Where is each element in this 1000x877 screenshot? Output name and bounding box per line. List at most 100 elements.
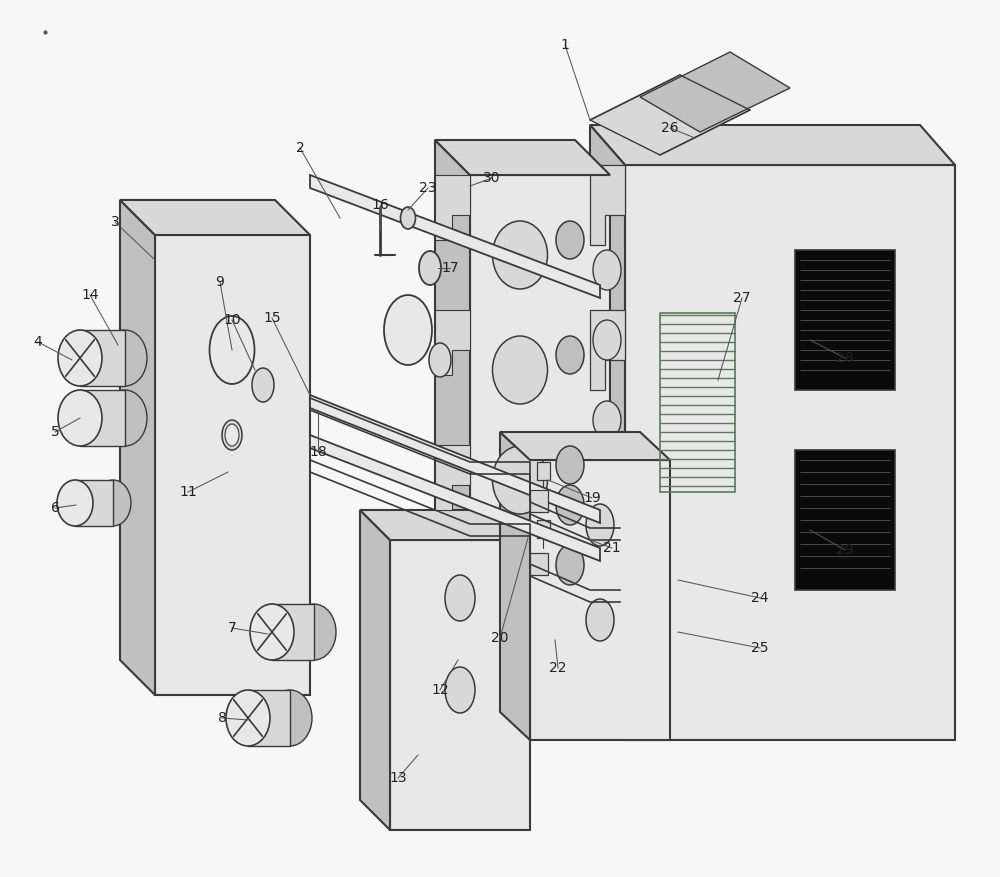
Text: 3: 3 xyxy=(111,215,119,229)
Text: 20: 20 xyxy=(491,631,509,645)
Polygon shape xyxy=(120,200,310,235)
Ellipse shape xyxy=(492,221,548,289)
Polygon shape xyxy=(435,140,610,175)
Polygon shape xyxy=(390,540,530,830)
Polygon shape xyxy=(530,553,548,575)
Text: 23: 23 xyxy=(419,181,437,195)
Polygon shape xyxy=(640,52,790,132)
Text: 16: 16 xyxy=(371,198,389,212)
Polygon shape xyxy=(537,462,550,480)
Text: 11: 11 xyxy=(179,485,197,499)
Text: 14: 14 xyxy=(81,288,99,302)
Ellipse shape xyxy=(556,545,584,585)
Text: 28: 28 xyxy=(836,351,854,365)
Polygon shape xyxy=(272,604,314,660)
Ellipse shape xyxy=(556,336,584,374)
Text: 24: 24 xyxy=(751,591,769,605)
Ellipse shape xyxy=(593,320,621,360)
Polygon shape xyxy=(500,432,670,460)
Polygon shape xyxy=(310,395,600,523)
Polygon shape xyxy=(590,125,625,740)
Ellipse shape xyxy=(103,330,147,386)
Ellipse shape xyxy=(586,504,614,546)
Polygon shape xyxy=(435,445,470,510)
Polygon shape xyxy=(590,75,750,155)
Ellipse shape xyxy=(593,250,621,290)
Ellipse shape xyxy=(556,446,584,484)
Ellipse shape xyxy=(593,401,621,439)
Ellipse shape xyxy=(210,316,254,384)
Polygon shape xyxy=(500,432,530,740)
Text: 13: 13 xyxy=(389,771,407,785)
Ellipse shape xyxy=(222,420,242,450)
Polygon shape xyxy=(310,435,600,561)
Text: 21: 21 xyxy=(603,541,621,555)
Ellipse shape xyxy=(445,575,475,621)
Ellipse shape xyxy=(292,604,336,660)
Text: 29: 29 xyxy=(836,543,854,557)
Polygon shape xyxy=(795,450,895,590)
Text: 9: 9 xyxy=(216,275,224,289)
Polygon shape xyxy=(590,455,625,535)
Ellipse shape xyxy=(445,667,475,713)
Polygon shape xyxy=(360,510,390,830)
Polygon shape xyxy=(435,175,470,240)
Polygon shape xyxy=(470,175,610,620)
Polygon shape xyxy=(80,330,125,386)
Ellipse shape xyxy=(586,599,614,641)
Polygon shape xyxy=(360,510,530,540)
Ellipse shape xyxy=(556,221,584,259)
Ellipse shape xyxy=(58,330,102,386)
Ellipse shape xyxy=(103,390,147,446)
Ellipse shape xyxy=(556,485,584,525)
Ellipse shape xyxy=(250,604,294,660)
Text: 12: 12 xyxy=(431,683,449,697)
Polygon shape xyxy=(590,600,625,650)
Text: 5: 5 xyxy=(51,425,59,439)
Text: 22: 22 xyxy=(549,661,567,675)
Polygon shape xyxy=(590,125,955,165)
Text: 15: 15 xyxy=(263,311,281,325)
Polygon shape xyxy=(795,250,895,390)
Polygon shape xyxy=(435,140,470,620)
Ellipse shape xyxy=(400,207,416,229)
Ellipse shape xyxy=(225,424,239,446)
Text: 8: 8 xyxy=(218,711,226,725)
Polygon shape xyxy=(530,460,670,740)
Ellipse shape xyxy=(226,690,270,746)
Ellipse shape xyxy=(57,480,93,526)
Polygon shape xyxy=(248,690,290,746)
Text: 6: 6 xyxy=(51,501,59,515)
Ellipse shape xyxy=(384,295,432,365)
Polygon shape xyxy=(530,490,548,512)
Text: 18: 18 xyxy=(309,445,327,459)
Text: 1: 1 xyxy=(561,38,569,52)
Text: 27: 27 xyxy=(733,291,751,305)
Polygon shape xyxy=(435,310,470,375)
Text: 25: 25 xyxy=(751,641,769,655)
Polygon shape xyxy=(80,390,125,446)
Polygon shape xyxy=(155,235,310,695)
Text: 4: 4 xyxy=(34,335,42,349)
Polygon shape xyxy=(590,310,625,390)
Text: 10: 10 xyxy=(223,313,241,327)
Polygon shape xyxy=(310,175,600,298)
Polygon shape xyxy=(590,165,625,245)
Ellipse shape xyxy=(429,343,451,377)
Text: 7: 7 xyxy=(228,621,236,635)
Polygon shape xyxy=(537,520,550,538)
Text: 2: 2 xyxy=(296,141,304,155)
Ellipse shape xyxy=(95,480,131,526)
Text: 30: 30 xyxy=(483,171,501,185)
Polygon shape xyxy=(75,480,113,526)
Ellipse shape xyxy=(268,690,312,746)
Ellipse shape xyxy=(58,390,102,446)
Ellipse shape xyxy=(492,336,548,404)
Text: 26: 26 xyxy=(661,121,679,135)
Ellipse shape xyxy=(492,446,548,514)
Ellipse shape xyxy=(252,368,274,402)
Text: 19: 19 xyxy=(583,491,601,505)
Polygon shape xyxy=(120,200,155,695)
Ellipse shape xyxy=(419,251,441,285)
Polygon shape xyxy=(625,165,955,740)
